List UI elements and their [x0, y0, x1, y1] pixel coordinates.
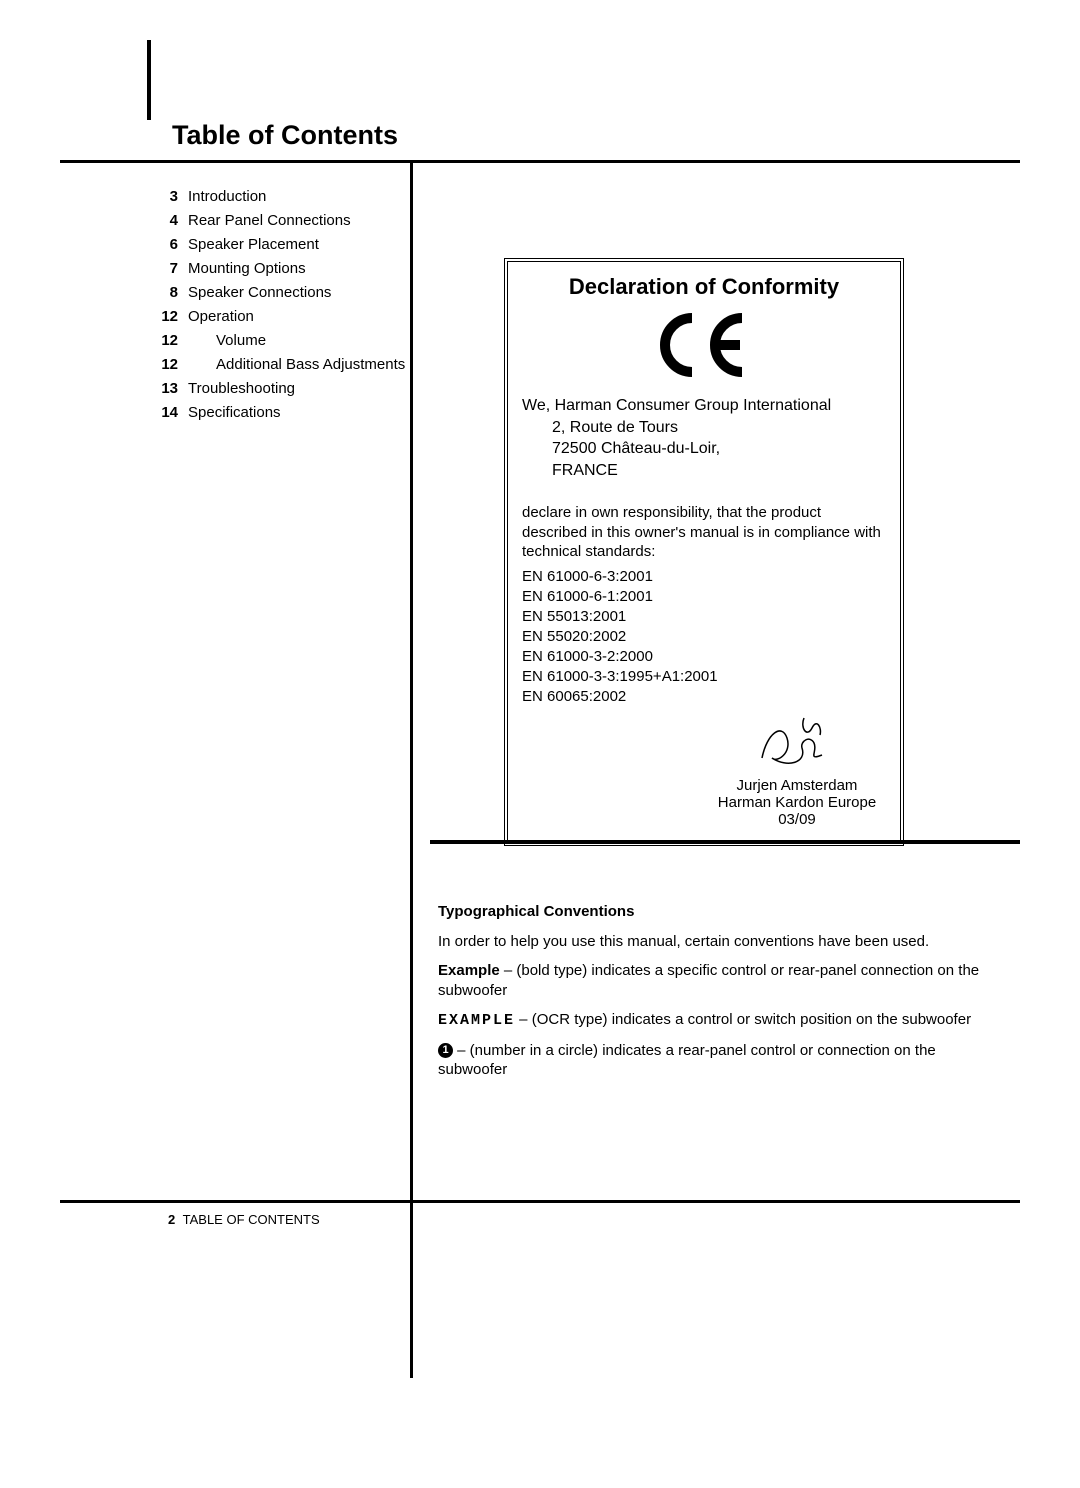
- number-in-circle-icon: 1: [438, 1043, 453, 1058]
- toc-row: 14 Specifications: [148, 404, 405, 421]
- toc-page-num: 8: [148, 284, 188, 301]
- footer-page-number: 2: [168, 1212, 175, 1227]
- standard-item: EN 61000-6-3:2001: [522, 568, 886, 585]
- declaration-paragraph: declare in own responsibility, that the …: [522, 503, 886, 562]
- toc-page-num: 13: [148, 380, 188, 397]
- declaration-intro: We, Harman Consumer Group International: [522, 395, 886, 417]
- signatory-org: Harman Kardon Europe: [712, 794, 882, 811]
- toc-list: 3 Introduction 4 Rear Panel Connections …: [148, 188, 405, 428]
- signature-icon: [752, 713, 842, 773]
- typo-title: Typographical Conventions: [438, 902, 998, 922]
- toc-row-sub: 12 Additional Bass Adjustments: [148, 356, 405, 373]
- page: Table of Contents 3 Introduction 4 Rear …: [60, 40, 1020, 1440]
- standard-item: EN 55020:2002: [522, 628, 886, 645]
- toc-page-num: 6: [148, 236, 188, 253]
- toc-page-num: 12: [148, 308, 188, 325]
- toc-row: 6 Speaker Placement: [148, 236, 405, 253]
- toc-label: Additional Bass Adjustments: [188, 356, 405, 373]
- toc-label: Rear Panel Connections: [188, 212, 351, 229]
- standard-item: EN 55013:2001: [522, 608, 886, 625]
- standard-item: EN 60065:2002: [522, 688, 886, 705]
- typo-bold-label: Example: [438, 962, 500, 979]
- declaration-addr3: FRANCE: [552, 460, 886, 482]
- typographical-conventions: Typographical Conventions In order to he…: [438, 902, 998, 1090]
- toc-row: 7 Mounting Options: [148, 260, 405, 277]
- signature-block: Jurjen Amsterdam Harman Kardon Europe 03…: [712, 713, 882, 828]
- typo-ocr-desc: – (OCR type) indicates a control or swit…: [515, 1011, 971, 1028]
- toc-label: Specifications: [188, 404, 281, 421]
- typo-circ-desc: – (number in a circle) indicates a rear-…: [438, 1042, 936, 1079]
- typo-ocr-line: EXAMPLE – (OCR type) indicates a control…: [438, 1010, 998, 1031]
- signatory-date: 03/09: [712, 811, 882, 828]
- typo-bold-line: Example – (bold type) indicates a specif…: [438, 961, 998, 1000]
- standard-item: EN 61000-6-1:2001: [522, 588, 886, 605]
- declaration-addr2: 72500 Château-du-Loir,: [552, 438, 886, 460]
- toc-label: Volume: [188, 332, 266, 349]
- toc-row: 12 Operation: [148, 308, 405, 325]
- toc-page-num: 12: [148, 332, 188, 349]
- page-title: Table of Contents: [172, 120, 1020, 159]
- toc-row: 3 Introduction: [148, 188, 405, 205]
- typo-intro: In order to help you use this manual, ce…: [438, 932, 998, 952]
- toc-page-num: 4: [148, 212, 188, 229]
- declaration-body: We, Harman Consumer Group International …: [522, 395, 886, 481]
- standard-item: EN 61000-3-3:1995+A1:2001: [522, 668, 886, 685]
- horizontal-rule-mid: [430, 840, 1020, 844]
- toc-page-num: 7: [148, 260, 188, 277]
- ce-mark-icon: [522, 310, 886, 385]
- declaration-box: Declaration of Conformity We, Harman Con…: [504, 258, 904, 846]
- vertical-rule-top: [147, 40, 151, 120]
- vertical-rule-main: [410, 163, 413, 1378]
- toc-label: Introduction: [188, 188, 266, 205]
- toc-label: Speaker Connections: [188, 284, 331, 301]
- footer-label: TABLE OF CONTENTS: [183, 1212, 320, 1227]
- typo-ocr-label: EXAMPLE: [438, 1012, 515, 1029]
- toc-label: Mounting Options: [188, 260, 306, 277]
- toc-row: 8 Speaker Connections: [148, 284, 405, 301]
- typo-bold-desc: – (bold type) indicates a specific contr…: [438, 962, 979, 999]
- toc-row-sub: 12 Volume: [148, 332, 405, 349]
- horizontal-rule-bottom: [60, 1200, 1020, 1203]
- declaration-addr1: 2, Route de Tours: [552, 417, 886, 439]
- toc-page-num: 3: [148, 188, 188, 205]
- toc-row: 4 Rear Panel Connections: [148, 212, 405, 229]
- standard-item: EN 61000-3-2:2000: [522, 648, 886, 665]
- title-block: Table of Contents: [60, 120, 1020, 159]
- toc-page-num: 12: [148, 356, 188, 373]
- toc-row: 13 Troubleshooting: [148, 380, 405, 397]
- signatory-name: Jurjen Amsterdam: [712, 777, 882, 794]
- toc-page-num: 14: [148, 404, 188, 421]
- standards-list: EN 61000-6-3:2001 EN 61000-6-1:2001 EN 5…: [522, 568, 886, 705]
- toc-label: Operation: [188, 308, 254, 325]
- typo-circ-line: 1 – (number in a circle) indicates a rea…: [438, 1041, 998, 1080]
- toc-label: Troubleshooting: [188, 380, 295, 397]
- declaration-title: Declaration of Conformity: [522, 274, 886, 300]
- toc-label: Speaker Placement: [188, 236, 319, 253]
- horizontal-rule-top: [60, 160, 1020, 163]
- page-footer: 2 TABLE OF CONTENTS: [168, 1212, 320, 1227]
